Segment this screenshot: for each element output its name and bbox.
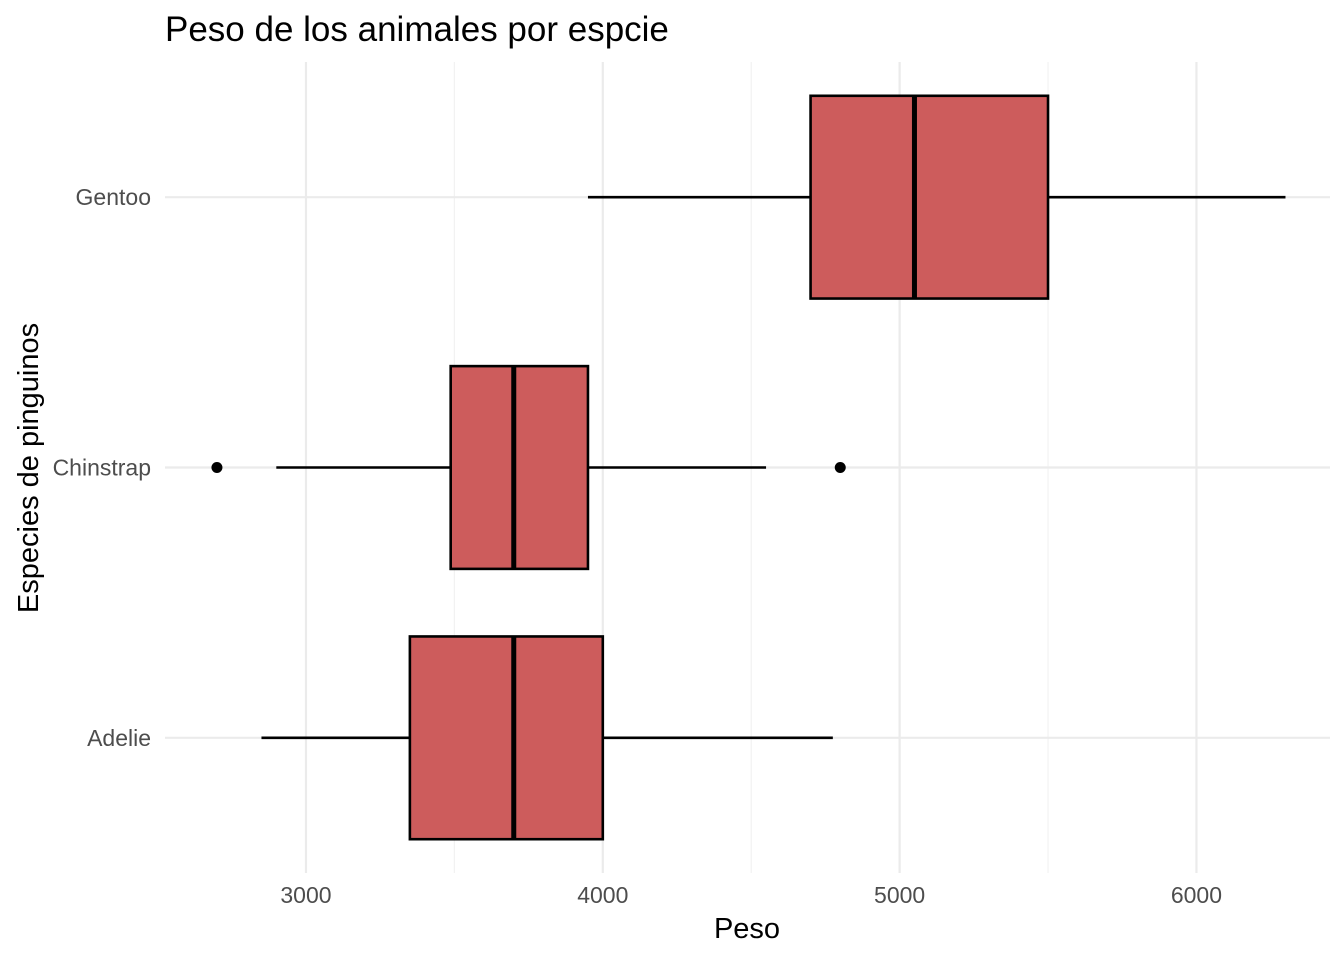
y-axis-title: Especies de pinguinos: [13, 323, 45, 613]
x-tick-label: 5000: [874, 882, 925, 908]
chart-title: Peso de los animales por espcie: [165, 10, 669, 49]
box-iqr: [408, 635, 605, 841]
x-axis-title: Peso: [714, 913, 780, 945]
box-layer: [211, 94, 1286, 841]
box-iqr: [809, 94, 1050, 300]
label-layer: 3000 4000 5000 6000 Adelie Chinstrap Gentoo: [53, 184, 1222, 908]
y-tick-label: Adelie: [87, 725, 151, 751]
x-tick-label: 4000: [577, 882, 628, 908]
y-tick-label: Chinstrap: [53, 455, 151, 481]
x-tick-label: 3000: [280, 882, 331, 908]
outlier-point: [834, 462, 846, 473]
box-iqr: [449, 364, 590, 571]
x-tick-label: 6000: [1171, 882, 1222, 908]
y-tick-label: Gentoo: [76, 184, 151, 210]
outlier-point: [211, 462, 223, 473]
